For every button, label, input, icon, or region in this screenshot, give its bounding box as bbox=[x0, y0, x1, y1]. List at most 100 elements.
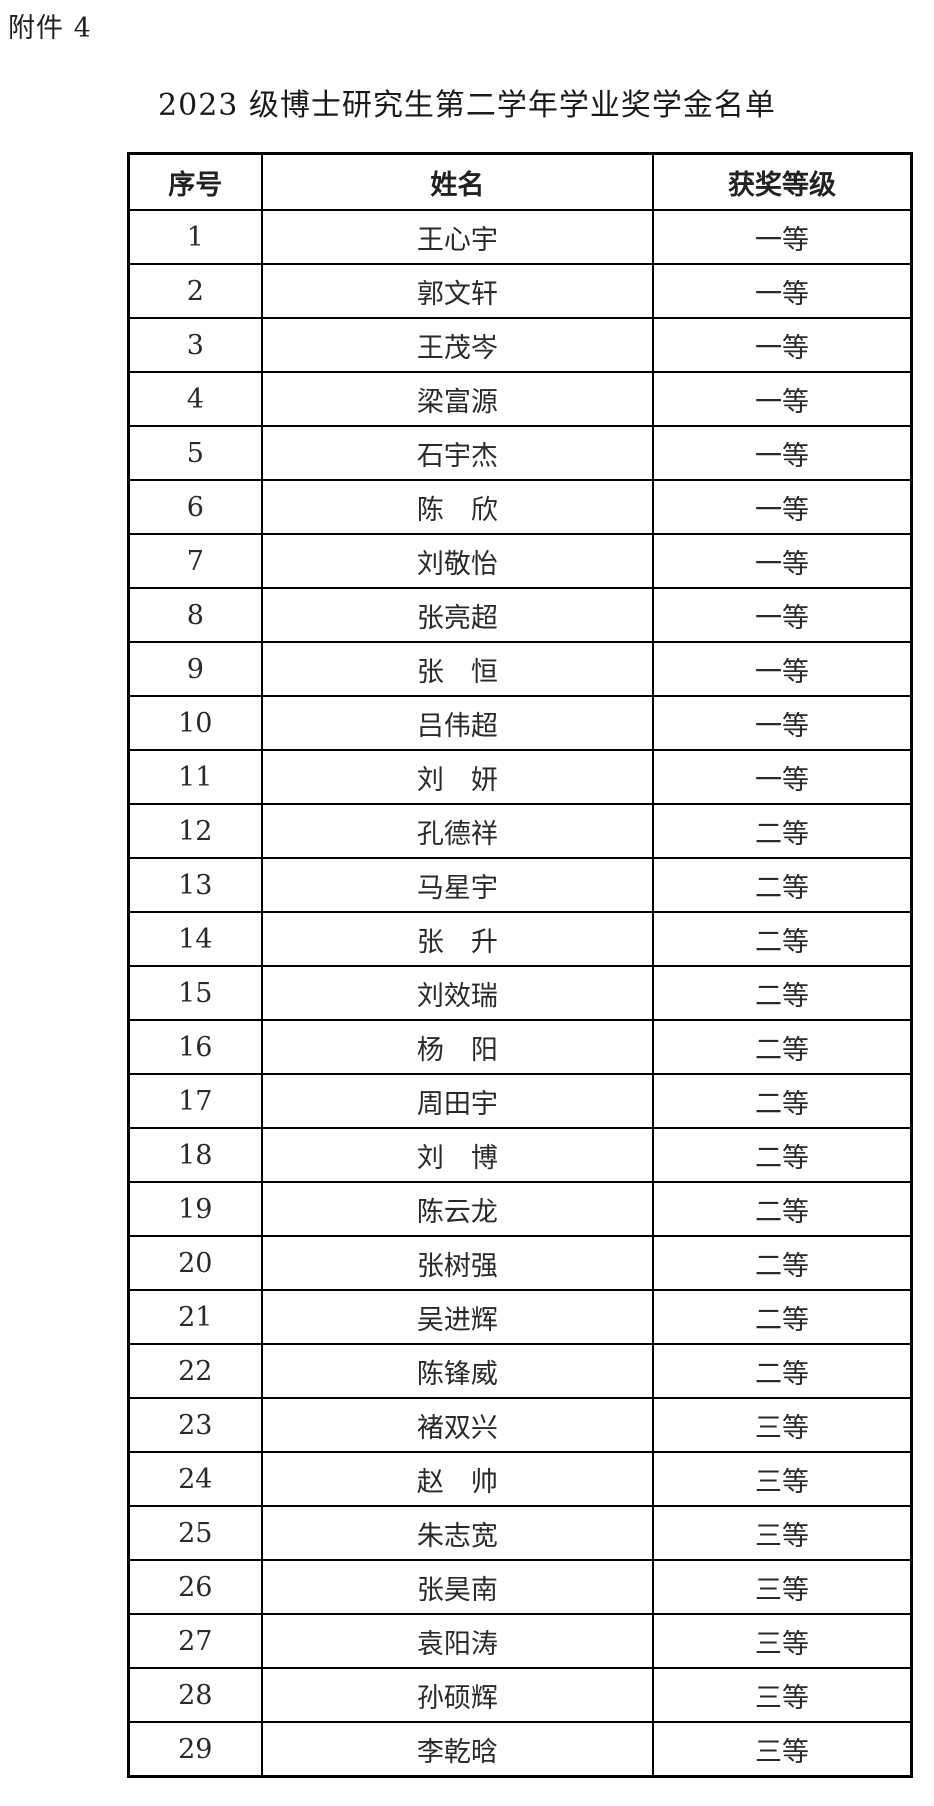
row-number: 17 bbox=[127, 1073, 263, 1129]
student-name: 杨 阳 bbox=[260, 1019, 655, 1075]
student-name: 吕伟超 bbox=[260, 695, 655, 751]
award-level: 三等 bbox=[652, 1397, 913, 1453]
student-name: 张亮超 bbox=[260, 587, 655, 643]
award-level: 一等 bbox=[652, 425, 913, 481]
table-row: 8 张亮超 一等 bbox=[127, 587, 913, 643]
table-row: 28 孙硕辉 三等 bbox=[127, 1667, 913, 1723]
row-number: 7 bbox=[127, 533, 263, 589]
table-header-row: 序号 姓名 获奖等级 bbox=[127, 152, 913, 211]
award-level: 一等 bbox=[652, 587, 913, 643]
table-row: 19 陈云龙 二等 bbox=[127, 1181, 913, 1237]
student-name: 马星宇 bbox=[260, 857, 655, 913]
student-name: 陈云龙 bbox=[260, 1181, 655, 1237]
row-number: 10 bbox=[127, 695, 263, 751]
table-row: 5 石宇杰 一等 bbox=[127, 425, 913, 481]
award-level: 一等 bbox=[652, 209, 913, 265]
award-level: 二等 bbox=[652, 1019, 913, 1075]
row-number: 26 bbox=[127, 1559, 263, 1615]
award-level: 一等 bbox=[652, 533, 913, 589]
table-row: 26 张昊南 三等 bbox=[127, 1559, 913, 1615]
student-name: 张 升 bbox=[260, 911, 655, 967]
table-row: 14 张 升二等 bbox=[127, 911, 913, 967]
table-row: 2 郭文轩 一等 bbox=[127, 263, 913, 319]
award-level: 三等 bbox=[652, 1613, 913, 1669]
row-number: 4 bbox=[127, 371, 263, 427]
award-level: 一等 bbox=[652, 317, 913, 373]
table-body: 1 王心宇 一等 2 郭文轩 一等 3 王茂岑 一等 4 梁富源 一等 5 石宇杰 一等 6 陈 欣一等 7 刘敬怡… bbox=[127, 209, 913, 1778]
row-number: 21 bbox=[127, 1289, 263, 1345]
row-number: 20 bbox=[127, 1235, 263, 1291]
table-row: 11 刘 妍一等 bbox=[127, 749, 913, 805]
table-row: 4 梁富源 一等 bbox=[127, 371, 913, 427]
award-level: 三等 bbox=[652, 1667, 913, 1723]
award-level: 二等 bbox=[652, 965, 913, 1021]
row-number: 24 bbox=[127, 1451, 263, 1507]
student-name: 刘效瑞 bbox=[260, 965, 655, 1021]
table-row: 29 李乾晗 三等 bbox=[127, 1721, 913, 1778]
column-header-number: 序号 bbox=[127, 152, 263, 211]
row-number: 11 bbox=[127, 749, 263, 805]
table-row: 17 周田宇 二等 bbox=[127, 1073, 913, 1129]
table-row: 21 吴进辉 二等 bbox=[127, 1289, 913, 1345]
row-number: 23 bbox=[127, 1397, 263, 1453]
award-level: 一等 bbox=[652, 371, 913, 427]
student-name: 赵 帅 bbox=[260, 1451, 655, 1507]
row-number: 6 bbox=[127, 479, 263, 535]
table-row: 16 杨 阳二等 bbox=[127, 1019, 913, 1075]
award-level: 三等 bbox=[652, 1721, 913, 1778]
student-name: 袁阳涛 bbox=[260, 1613, 655, 1669]
page-title: 2023 级博士研究生第二学年学业奖学金名单 bbox=[158, 88, 776, 123]
award-level: 三等 bbox=[652, 1505, 913, 1561]
column-header-award: 获奖等级 bbox=[652, 152, 913, 211]
table-row: 27 袁阳涛 三等 bbox=[127, 1613, 913, 1669]
student-name: 石宇杰 bbox=[260, 425, 655, 481]
table-header: 序号 姓名 获奖等级 bbox=[127, 152, 913, 211]
row-number: 16 bbox=[127, 1019, 263, 1075]
student-name: 孙硕辉 bbox=[260, 1667, 655, 1723]
award-level: 二等 bbox=[652, 803, 913, 859]
student-name: 刘敬怡 bbox=[260, 533, 655, 589]
student-name: 张 恒 bbox=[260, 641, 655, 697]
table-row: 22 陈锋威 二等 bbox=[127, 1343, 913, 1399]
table-row: 24 赵 帅三等 bbox=[127, 1451, 913, 1507]
award-level: 二等 bbox=[652, 1343, 913, 1399]
column-header-name: 姓名 bbox=[260, 152, 655, 211]
award-level: 二等 bbox=[652, 1235, 913, 1291]
row-number: 12 bbox=[127, 803, 263, 859]
row-number: 22 bbox=[127, 1343, 263, 1399]
award-level: 三等 bbox=[652, 1559, 913, 1615]
student-name: 刘 博 bbox=[260, 1127, 655, 1183]
row-number: 15 bbox=[127, 965, 263, 1021]
award-level: 二等 bbox=[652, 1127, 913, 1183]
table-row: 18 刘 博二等 bbox=[127, 1127, 913, 1183]
scholarship-table: 序号 姓名 获奖等级 1 王心宇 一等 2 郭文轩 一等 3 王茂岑 一等 4 梁富源 一等 5 石宇杰一… bbox=[127, 152, 913, 1778]
award-level: 二等 bbox=[652, 857, 913, 913]
row-number: 2 bbox=[127, 263, 263, 319]
award-level: 二等 bbox=[652, 1073, 913, 1129]
student-name: 刘 妍 bbox=[260, 749, 655, 805]
student-name: 张树强 bbox=[260, 1235, 655, 1291]
table-row: 13 马星宇 二等 bbox=[127, 857, 913, 913]
award-level: 一等 bbox=[652, 641, 913, 697]
award-level: 一等 bbox=[652, 749, 913, 805]
row-number: 28 bbox=[127, 1667, 263, 1723]
student-name: 陈锋威 bbox=[260, 1343, 655, 1399]
table-row: 15 刘效瑞 二等 bbox=[127, 965, 913, 1021]
student-name: 王茂岑 bbox=[260, 317, 655, 373]
student-name: 褚双兴 bbox=[260, 1397, 655, 1453]
student-name: 王心宇 bbox=[260, 209, 655, 265]
student-name: 孔德祥 bbox=[260, 803, 655, 859]
student-name: 陈 欣 bbox=[260, 479, 655, 535]
attachment-label: 附件 4 bbox=[8, 13, 92, 44]
row-number: 1 bbox=[127, 209, 263, 265]
student-name: 张昊南 bbox=[260, 1559, 655, 1615]
student-name: 梁富源 bbox=[260, 371, 655, 427]
student-name: 吴进辉 bbox=[260, 1289, 655, 1345]
row-number: 5 bbox=[127, 425, 263, 481]
table-row: 10 吕伟超 一等 bbox=[127, 695, 913, 751]
row-number: 29 bbox=[127, 1721, 263, 1778]
row-number: 18 bbox=[127, 1127, 263, 1183]
row-number: 25 bbox=[127, 1505, 263, 1561]
